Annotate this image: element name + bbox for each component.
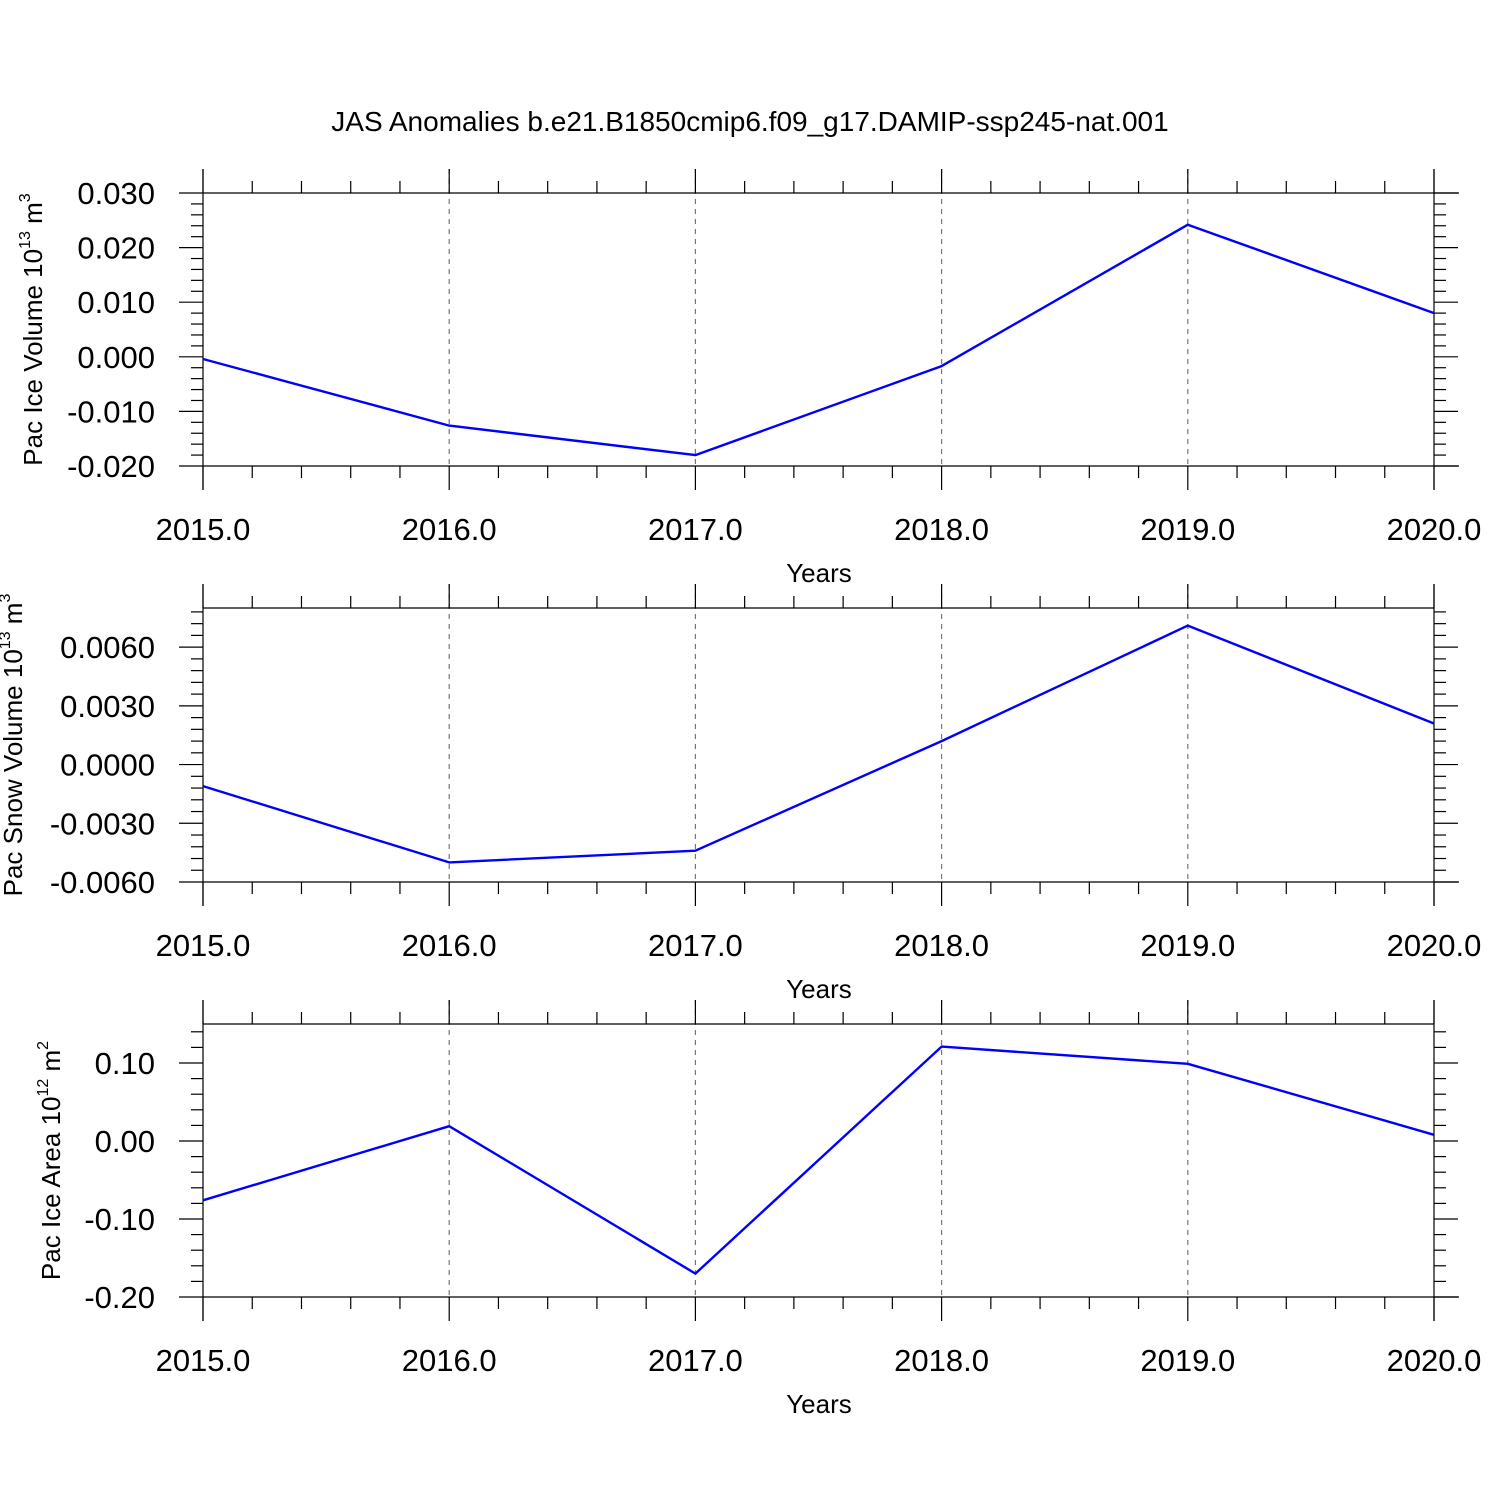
x-tick-label: 2016.0 [402, 1343, 497, 1378]
y-label-text: m [36, 1050, 66, 1079]
y-tick-label: -0.010 [67, 394, 155, 429]
x-axis-label: Years [786, 974, 852, 1004]
x-tick-label: 2020.0 [1387, 512, 1482, 547]
y-label-superscript: 13 [0, 631, 14, 649]
series-line [202, 223, 1435, 457]
x-tick-label: 2015.0 [156, 512, 251, 547]
x-tick-label: 2016.0 [402, 512, 497, 547]
y-tick-label: 0.0060 [60, 630, 155, 665]
x-tick-label: 2017.0 [648, 512, 743, 547]
y-tick-label: 0.030 [77, 176, 155, 211]
panels: 2015.0 2016.0 2017.0 2018.0 2019.0 2020.0 Year… [0, 169, 1481, 1419]
y-label-superscript: 12 [35, 1079, 52, 1097]
y-label-text: m [18, 202, 48, 231]
y-label-text: Pac Ice Area 10 [36, 1097, 66, 1281]
x-axis-label: Years [786, 558, 852, 588]
chart-title: JAS Anomalies b.e21.B1850cmip6.f09_g17.D… [331, 106, 1168, 137]
y-tick-label: -0.10 [84, 1202, 155, 1237]
y-label-text: Pac Ice Volume 10 [18, 249, 48, 466]
y-tick-label: -0.0060 [50, 865, 155, 900]
x-tick-label: 2018.0 [894, 512, 989, 547]
y-axis-label: Pac Ice Area 1012 m2 [35, 1041, 66, 1280]
x-tick-label: 2017.0 [648, 1343, 743, 1378]
series-line [202, 624, 1435, 864]
x-tick-label: 2020.0 [1387, 928, 1482, 963]
y-tick-label: -0.020 [67, 449, 155, 484]
y-label-text: m [0, 603, 28, 632]
x-tick-label: 2018.0 [894, 928, 989, 963]
y-tick-label: 0.000 [77, 340, 155, 375]
y-label-superscript: 2 [35, 1041, 52, 1050]
y-tick-label: -0.0030 [50, 806, 155, 841]
y-tick-label: -0.20 [84, 1280, 155, 1315]
y-tick-label: 0.00 [95, 1124, 155, 1159]
panel-3: 2015.0 2016.0 2017.0 2018.0 2019.0 2020.0 Year… [35, 1000, 1481, 1419]
y-label-superscript: 3 [17, 193, 34, 202]
y-tick-label: 0.010 [77, 285, 155, 320]
y-axis-label: Pac Ice Volume 1013 m3 [17, 193, 48, 466]
y-label-text: Pac Snow Volume 10 [0, 649, 28, 896]
y-label-superscript: 3 [0, 594, 14, 603]
y-tick-label: 0.0030 [60, 689, 155, 724]
x-tick-label: 2018.0 [894, 1343, 989, 1378]
x-tick-label: 2015.0 [156, 1343, 251, 1378]
y-axis-label: Pac Snow Volume 1013 m3 [0, 594, 28, 897]
x-tick-label: 2019.0 [1140, 512, 1235, 547]
y-tick-label: 0.0000 [60, 748, 155, 783]
x-tick-label: 2020.0 [1387, 1343, 1482, 1378]
x-tick-label: 2016.0 [402, 928, 497, 963]
y-tick-label: 0.10 [95, 1046, 155, 1081]
panel-2: 2015.0 2016.0 2017.0 2018.0 2019.0 2020.0 Year… [0, 584, 1481, 1004]
x-tick-label: 2019.0 [1140, 928, 1235, 963]
y-tick-label: 0.020 [77, 231, 155, 266]
x-axis-label: Years [786, 1389, 852, 1419]
series-line [202, 1045, 1435, 1275]
x-tick-label: 2015.0 [156, 928, 251, 963]
y-label-superscript: 13 [17, 231, 34, 249]
x-tick-label: 2017.0 [648, 928, 743, 963]
panel-1: 2015.0 2016.0 2017.0 2018.0 2019.0 2020.0 Year… [17, 169, 1481, 588]
x-tick-label: 2019.0 [1140, 1343, 1235, 1378]
